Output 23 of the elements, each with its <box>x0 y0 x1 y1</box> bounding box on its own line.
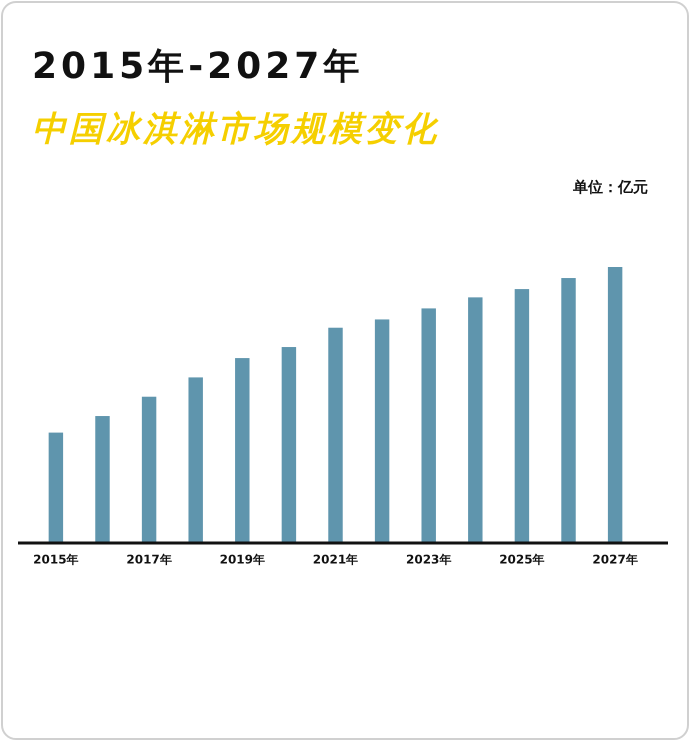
bar <box>95 416 110 543</box>
x-tick-label: 2015年 <box>33 552 79 567</box>
bar <box>561 278 576 543</box>
text: 单位：亿元 <box>572 178 648 196</box>
x-tick-label: 2023年 <box>406 552 452 567</box>
chart-subtitle: 中国冰淇淋市场规模变化 <box>32 109 439 149</box>
bar <box>374 319 390 543</box>
bar <box>608 267 622 543</box>
bar <box>421 308 436 543</box>
x-tick-label: 2025年 <box>499 552 545 567</box>
bar <box>142 396 156 543</box>
chart-title: 2015年-2027年 <box>32 46 364 87</box>
bar <box>328 328 343 543</box>
x-tick-label: 2021年 <box>312 552 358 567</box>
bar <box>282 347 296 543</box>
x-tick-label: 2019年 <box>220 552 265 567</box>
x-tick-label: 2017年 <box>126 552 172 567</box>
bar <box>188 377 203 543</box>
bar <box>48 432 64 543</box>
bar <box>235 358 250 543</box>
x-tick-label: 2027年 <box>592 552 638 567</box>
bar <box>514 289 530 543</box>
bar <box>468 297 483 543</box>
